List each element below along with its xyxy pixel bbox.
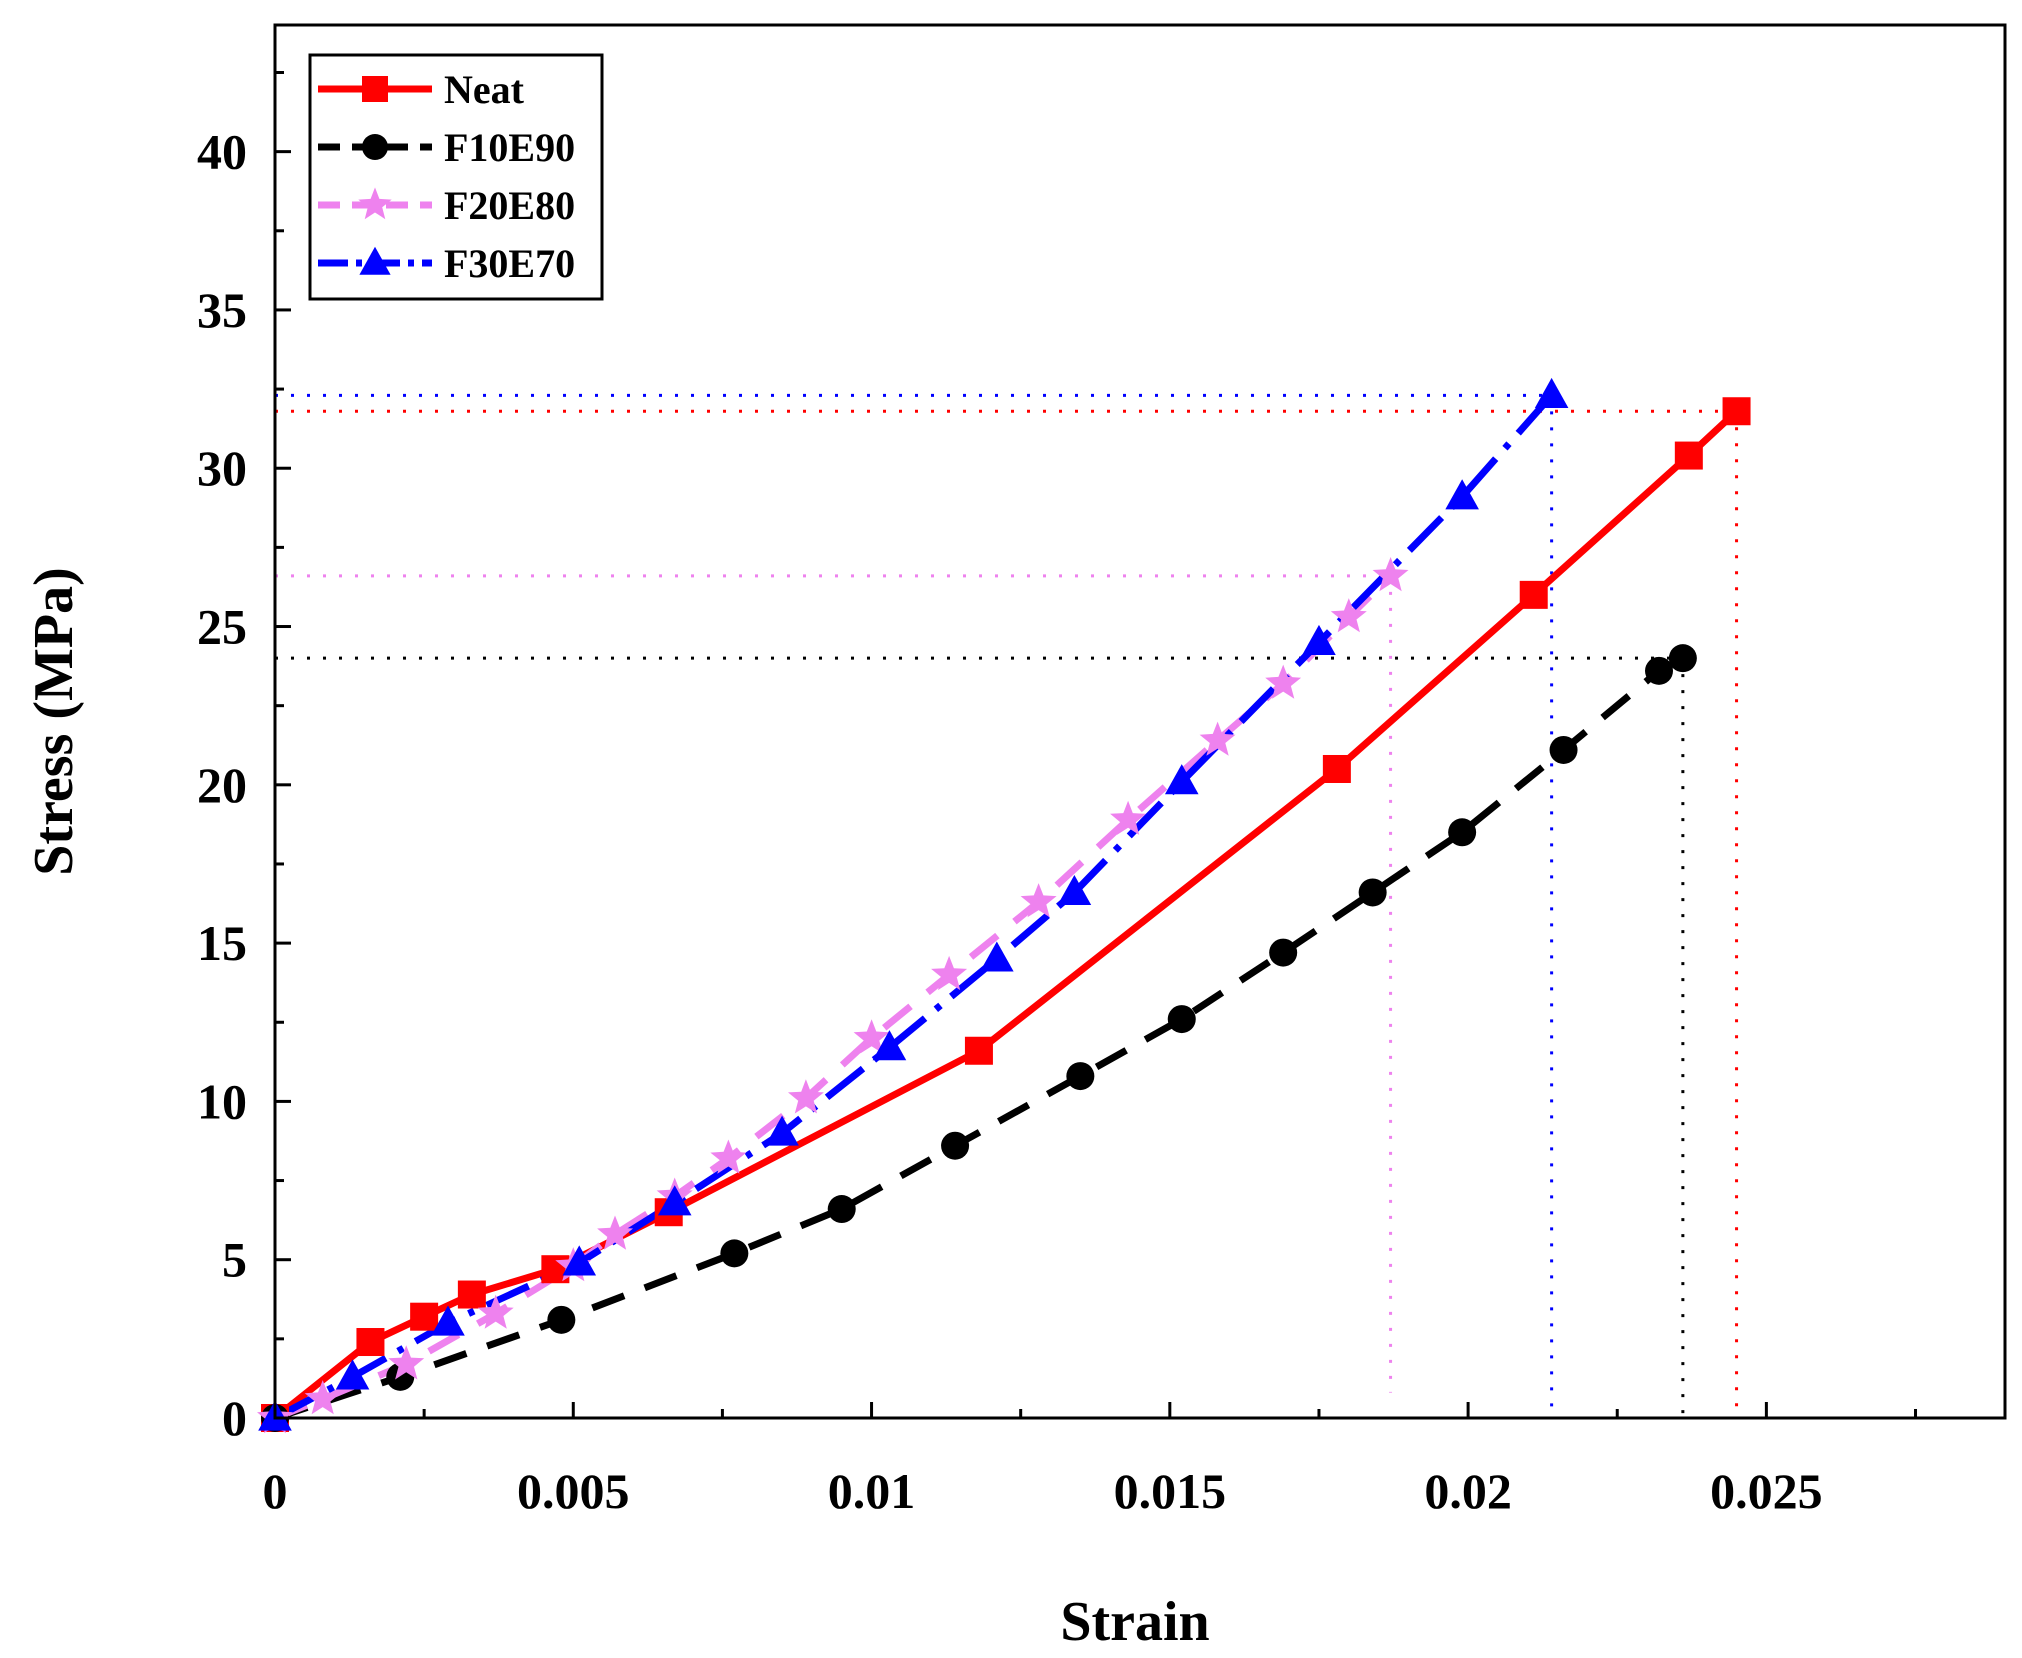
data-point-f30e70 [335,1359,370,1390]
y-tick-label: 0 [222,1390,247,1446]
x-tick-label: 0.015 [1114,1463,1227,1519]
y-tick-label: 20 [197,757,247,813]
data-point-f30e70 [1534,377,1569,409]
data-point-f10e90 [1269,938,1298,967]
y-tick-label: 40 [197,124,247,180]
data-point-neat [1322,754,1351,783]
data-point-f20e80 [1372,557,1409,592]
data-point-f10e90 [547,1305,576,1334]
data-point-f30e70 [872,1030,907,1061]
data-point-f30e70 [562,1245,597,1276]
data-point-f20e80 [853,1019,890,1054]
y-tick-label: 35 [197,282,247,338]
data-point-f10e90 [827,1195,856,1224]
data-point-f30e70 [1302,624,1336,655]
plot-frame [273,23,2007,1420]
data-point-f30e70 [1164,764,1199,795]
data-point-neat [457,1280,486,1309]
x-tick-label: 0.02 [1424,1463,1512,1519]
data-point-f30e70 [1445,479,1479,510]
x-tick-label: 0 [263,1463,288,1519]
x-tick-label: 0.01 [828,1463,916,1519]
data-point-f20e80 [304,1380,341,1415]
axis-ticks: 0 0.005 0.01 0.015 0.02 0.025 0 5 10 15 20 25 30 35 40 [197,70,1918,1519]
legend-marker-neat [362,76,388,102]
y-tick-label: 15 [197,915,247,971]
legend-marker-f10e90 [362,134,388,160]
data-point-neat [1674,441,1703,470]
data-point-neat [964,1036,993,1065]
data-point-f20e80 [1330,598,1367,633]
data-point-f10e90 [1358,878,1387,907]
legend-label-f20e80: F20E80 [444,183,575,228]
y-tick-label: 10 [197,1073,247,1129]
data-point-f10e90 [1549,735,1578,764]
y-tick-label: 5 [222,1232,247,1288]
legend-label-f30e70: F30E70 [444,241,575,286]
series-line-f30e70 [273,393,1555,1422]
legend-box [308,53,604,301]
data-point-f10e90 [1167,1005,1196,1034]
data-point-f30e70 [980,941,1014,972]
data-point-f20e80 [1199,721,1236,756]
data-point-f10e90 [1448,818,1477,847]
data-point-f10e90 [941,1131,970,1160]
series-markers [257,377,1751,1434]
series-lines [272,393,1739,1422]
x-axis-title: Strain [1060,1591,1209,1653]
legend-marker-f30e70 [359,246,391,275]
data-point-f20e80 [1110,800,1146,835]
data-point-f10e90 [720,1239,749,1268]
data-point-f20e80 [710,1139,747,1174]
data-point-f20e80 [931,955,968,991]
y-axis-title: Stress (MPa) [23,567,85,875]
y-tick-label: 25 [197,599,247,655]
data-point-f20e80 [597,1215,633,1250]
x-tick-label: 0.005 [517,1463,630,1519]
data-point-neat [410,1302,439,1331]
data-point-f10e90 [1066,1062,1095,1091]
data-point-f20e80 [477,1294,514,1329]
data-point-f30e70 [657,1185,692,1216]
x-tick-label: 0.025 [1710,1463,1823,1519]
data-point-f20e80 [788,1079,824,1114]
series-line-neat [272,408,1739,1421]
data-point-f20e80 [1265,664,1302,699]
data-point-neat [356,1328,385,1357]
legend-marker-f20e80 [358,187,392,220]
data-point-f10e90 [1645,656,1673,685]
data-point-f20e80 [1020,883,1057,918]
series-line-f20e80 [273,573,1394,1422]
peak-reference-lines [275,393,1739,1418]
data-point-f20e80 [388,1345,425,1380]
legend-label-f10e90: F10E90 [444,125,575,170]
data-point-f30e70 [431,1305,465,1336]
data-point-neat [1722,397,1751,426]
data-point-f10e90 [1668,644,1697,673]
data-point-f30e70 [1057,874,1092,906]
data-point-f30e70 [765,1115,799,1146]
legend: Neat F10E90 F20E80 F30E70 [308,53,604,301]
y-tick-label: 30 [197,440,247,496]
data-point-neat [1519,580,1548,609]
legend-label-neat: Neat [444,67,525,112]
